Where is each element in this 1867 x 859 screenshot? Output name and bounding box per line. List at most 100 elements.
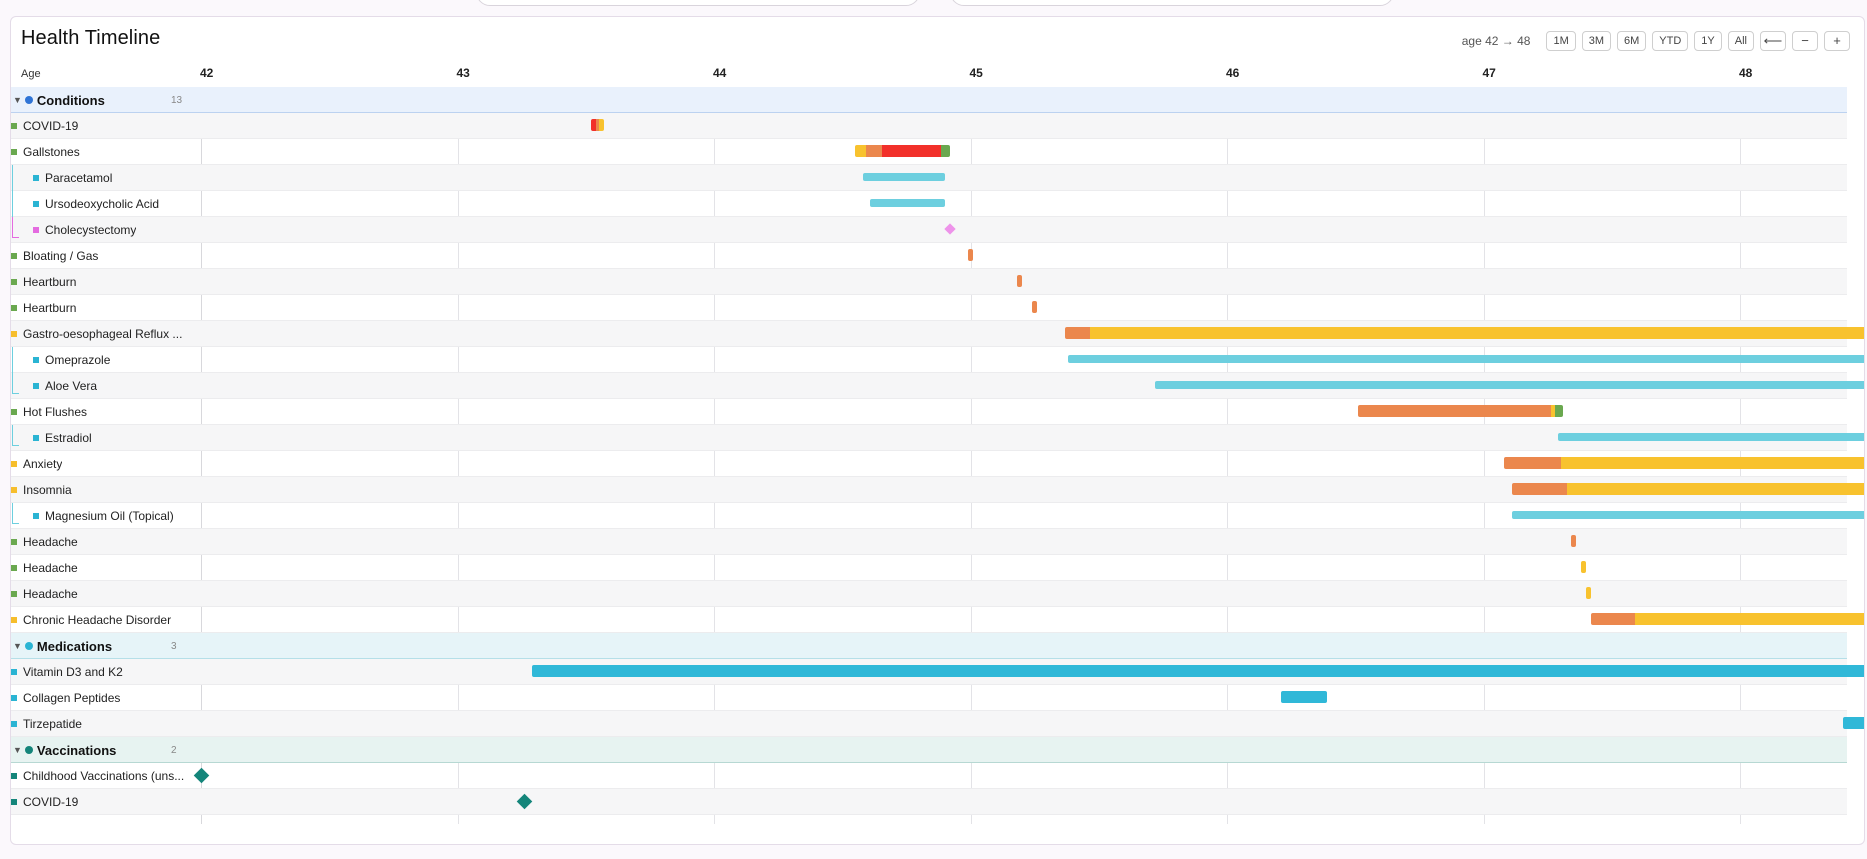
category-square-icon xyxy=(11,773,17,779)
category-square-icon xyxy=(11,799,17,805)
timeline-bar[interactable] xyxy=(1580,561,1587,573)
timeline-bar[interactable] xyxy=(1557,433,1864,441)
zoom-all-button[interactable]: All xyxy=(1727,31,1754,51)
timeline-bar[interactable] xyxy=(1065,327,1864,339)
bar-segment xyxy=(941,145,950,157)
category-square-icon xyxy=(11,539,17,545)
zoom-6m-button[interactable]: 6M xyxy=(1617,31,1647,51)
timeline-row[interactable]: Vitamin D3 and K2 xyxy=(11,659,1864,685)
timeline-row[interactable]: Aloe Vera xyxy=(11,373,1864,399)
age-range-label: age 42 → 48 xyxy=(1461,34,1531,48)
timeline-row[interactable]: Ursodeoxycholic Acid xyxy=(11,191,1847,217)
timeline-row[interactable]: Tirzepatide xyxy=(11,711,1864,737)
timeline-bar[interactable] xyxy=(590,119,604,131)
row-label-cell: Collagen Peptides xyxy=(11,685,191,711)
row-label: Collagen Peptides xyxy=(23,691,121,705)
timeline-row[interactable]: Headache xyxy=(11,581,1847,607)
category-square-icon xyxy=(11,565,17,571)
event-diamond-icon[interactable] xyxy=(944,223,956,235)
zoom-ytd-button[interactable]: YTD xyxy=(1652,31,1689,51)
tree-connector xyxy=(12,165,13,191)
row-label: Bloating / Gas xyxy=(23,249,99,263)
timeline-row[interactable]: Gallstones xyxy=(11,139,1847,165)
timeline-row[interactable]: Heartburn xyxy=(11,295,1847,321)
timeline-bar[interactable] xyxy=(862,173,945,181)
timeline-row[interactable]: Cholecystectomy xyxy=(11,217,1847,243)
timeline-bar[interactable] xyxy=(870,199,945,207)
timeline-row[interactable]: Collagen Peptides xyxy=(11,685,1847,711)
timeline-bar[interactable] xyxy=(1842,717,1864,729)
group-label-cell: ▼ Vaccinations xyxy=(11,737,191,763)
group-count-badge: 2 xyxy=(171,745,177,756)
pan-back-button[interactable]: ⟵ xyxy=(1760,31,1786,51)
timeline-bar[interactable] xyxy=(1570,535,1576,547)
group-header-vaccinations[interactable]: ▼ Vaccinations 2 xyxy=(11,737,1847,763)
axis-tick-label: 42 xyxy=(200,66,214,80)
zoom-1y-button[interactable]: 1Y xyxy=(1694,31,1722,51)
caret-down-icon[interactable]: ▼ xyxy=(13,745,22,755)
timeline-row[interactable]: Omeprazole xyxy=(11,347,1864,373)
bar-segment xyxy=(1089,327,1864,339)
zoom-3m-button[interactable]: 3M xyxy=(1581,31,1612,51)
tree-connector-end xyxy=(12,445,19,446)
row-label-cell: Paracetamol xyxy=(11,165,213,191)
group-count-badge: 13 xyxy=(171,95,183,106)
timeline-bar[interactable] xyxy=(1511,511,1864,519)
row-label-cell: Heartburn xyxy=(11,295,191,321)
timeline-bar[interactable] xyxy=(1155,381,1864,389)
timeline-row[interactable]: Headache xyxy=(11,555,1847,581)
timeline-bar[interactable] xyxy=(1357,405,1563,417)
timeline-row[interactable]: Magnesium Oil (Topical) xyxy=(11,503,1864,529)
timeline-bar[interactable] xyxy=(1591,613,1864,625)
event-diamond-icon[interactable] xyxy=(193,767,209,783)
row-label-cell: Chronic Headache Disorder xyxy=(11,607,191,633)
top-search-pill-left[interactable] xyxy=(476,0,920,6)
bar-segment xyxy=(1554,405,1563,417)
timeline-row[interactable]: Headache xyxy=(11,529,1847,555)
caret-down-icon[interactable]: ▼ xyxy=(13,641,22,651)
tree-connector xyxy=(12,503,13,523)
timeline-bar[interactable] xyxy=(1032,301,1038,313)
timeline-bar[interactable] xyxy=(855,145,950,157)
bar-segment xyxy=(1634,613,1864,625)
timeline-bar[interactable] xyxy=(1067,355,1864,363)
timeline-bar[interactable] xyxy=(1016,275,1022,287)
timeline-row[interactable]: Chronic Headache Disorder xyxy=(11,607,1864,633)
timeline-row[interactable]: Bloating / Gas xyxy=(11,243,1847,269)
timeline-row[interactable]: Anxiety xyxy=(11,451,1864,477)
axis-tick-label: 47 xyxy=(1482,66,1496,80)
timeline-row[interactable]: Gastro-oesophageal Reflux ... xyxy=(11,321,1864,347)
page-title: Health Timeline xyxy=(21,27,161,49)
timeline-row[interactable]: Hot Flushes xyxy=(11,399,1847,425)
timeline-row[interactable]: Heartburn xyxy=(11,269,1847,295)
group-count-badge: 3 xyxy=(171,641,177,652)
timeline-row[interactable]: Estradiol xyxy=(11,425,1864,451)
top-search-pill-right[interactable] xyxy=(950,0,1394,6)
group-header-medications[interactable]: ▼ Medications 3 xyxy=(11,633,1847,659)
caret-down-icon[interactable]: ▼ xyxy=(13,95,22,105)
timeline-row[interactable]: COVID-19 xyxy=(11,113,1847,139)
zoom-in-button[interactable]: + xyxy=(1824,31,1850,51)
timeline-bar[interactable] xyxy=(531,665,1864,677)
row-label-cell: Bloating / Gas xyxy=(11,243,191,269)
timeline-row[interactable]: COVID-19 xyxy=(11,789,1847,815)
group-header-conditions[interactable]: ▼ Conditions 13 xyxy=(11,87,1847,113)
zoom-out-button[interactable]: − xyxy=(1792,31,1818,51)
timeline-row[interactable]: Paracetamol xyxy=(11,165,1847,191)
timeline-row[interactable]: Childhood Vaccinations (uns... xyxy=(11,763,1847,789)
timeline-row[interactable]: Insomnia xyxy=(11,477,1864,503)
tree-connector xyxy=(12,217,13,237)
row-label-cell: Anxiety xyxy=(11,451,191,477)
row-label-cell: Gastro-oesophageal Reflux ... xyxy=(11,321,191,347)
tree-connector xyxy=(12,347,13,373)
timeline-bar[interactable] xyxy=(1511,483,1864,495)
event-diamond-icon[interactable] xyxy=(516,793,532,809)
timeline-bar[interactable] xyxy=(967,249,974,261)
timeline-bar[interactable] xyxy=(1504,457,1864,469)
row-label: Paracetamol xyxy=(45,171,113,185)
timeline-bar[interactable] xyxy=(1280,691,1328,703)
row-label-cell: Headache xyxy=(11,529,191,555)
timeline-bar[interactable] xyxy=(1586,587,1592,599)
zoom-1m-button[interactable]: 1M xyxy=(1546,31,1576,51)
row-label-cell: Gallstones xyxy=(11,139,191,165)
